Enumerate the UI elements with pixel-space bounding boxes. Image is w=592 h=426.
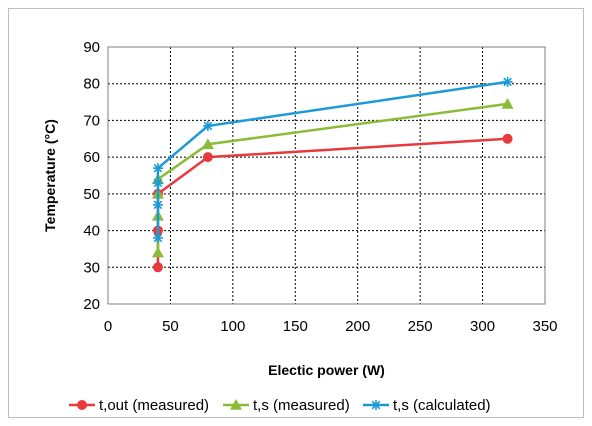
x-tick-label: 0	[104, 318, 112, 335]
series-1	[153, 134, 513, 272]
data-point	[203, 152, 213, 162]
data-point	[203, 121, 213, 131]
x-tick-label: 250	[408, 318, 433, 335]
y-tick-labels: 20 30 40 50 60 70 80 90	[83, 39, 100, 313]
legend-label: t,s (measured)	[253, 397, 350, 414]
y-tick-label: 90	[83, 39, 100, 56]
y-tick-label: 50	[83, 186, 100, 203]
data-point	[153, 178, 163, 188]
data-point	[152, 247, 164, 258]
y-axis-title: Temperature (°C)	[42, 119, 58, 232]
legend-label: t,s (calculated)	[393, 397, 491, 414]
x-tick-label: 200	[345, 318, 370, 335]
x-tick-label: 150	[283, 318, 308, 335]
data-point	[503, 134, 513, 144]
data-point	[153, 262, 163, 272]
series	[152, 77, 514, 272]
legend-label: t,out (measured)	[99, 397, 209, 414]
legend-swatch-marker	[371, 400, 381, 410]
x-tick-label: 100	[220, 318, 245, 335]
y-tick-label: 80	[83, 76, 100, 93]
legend-item: t,out (measured)	[69, 397, 209, 414]
data-point	[153, 163, 163, 173]
legend-swatch-marker	[77, 400, 87, 410]
x-tick-labels: 0 50 100 150 200 250 300 350	[104, 318, 558, 335]
data-point	[503, 77, 513, 87]
series-2	[152, 98, 514, 257]
legend-item: t,s (calculated)	[363, 397, 491, 414]
legend: t,out (measured) t,s (measured) t,s (calcu…	[69, 397, 491, 414]
x-tick-label: 350	[532, 318, 557, 335]
y-tick-label: 30	[83, 259, 100, 276]
x-tick-label: 50	[162, 318, 179, 335]
x-tick-label: 300	[470, 318, 495, 335]
legend-item: t,s (measured)	[223, 397, 350, 414]
y-tick-label: 40	[83, 223, 100, 240]
y-tick-label: 60	[83, 149, 100, 166]
data-point	[153, 233, 163, 243]
data-point	[153, 200, 163, 210]
y-tick-label: 20	[83, 296, 100, 313]
x-axis-title: Electic power (W)	[268, 362, 385, 378]
y-tick-label: 70	[83, 112, 100, 129]
